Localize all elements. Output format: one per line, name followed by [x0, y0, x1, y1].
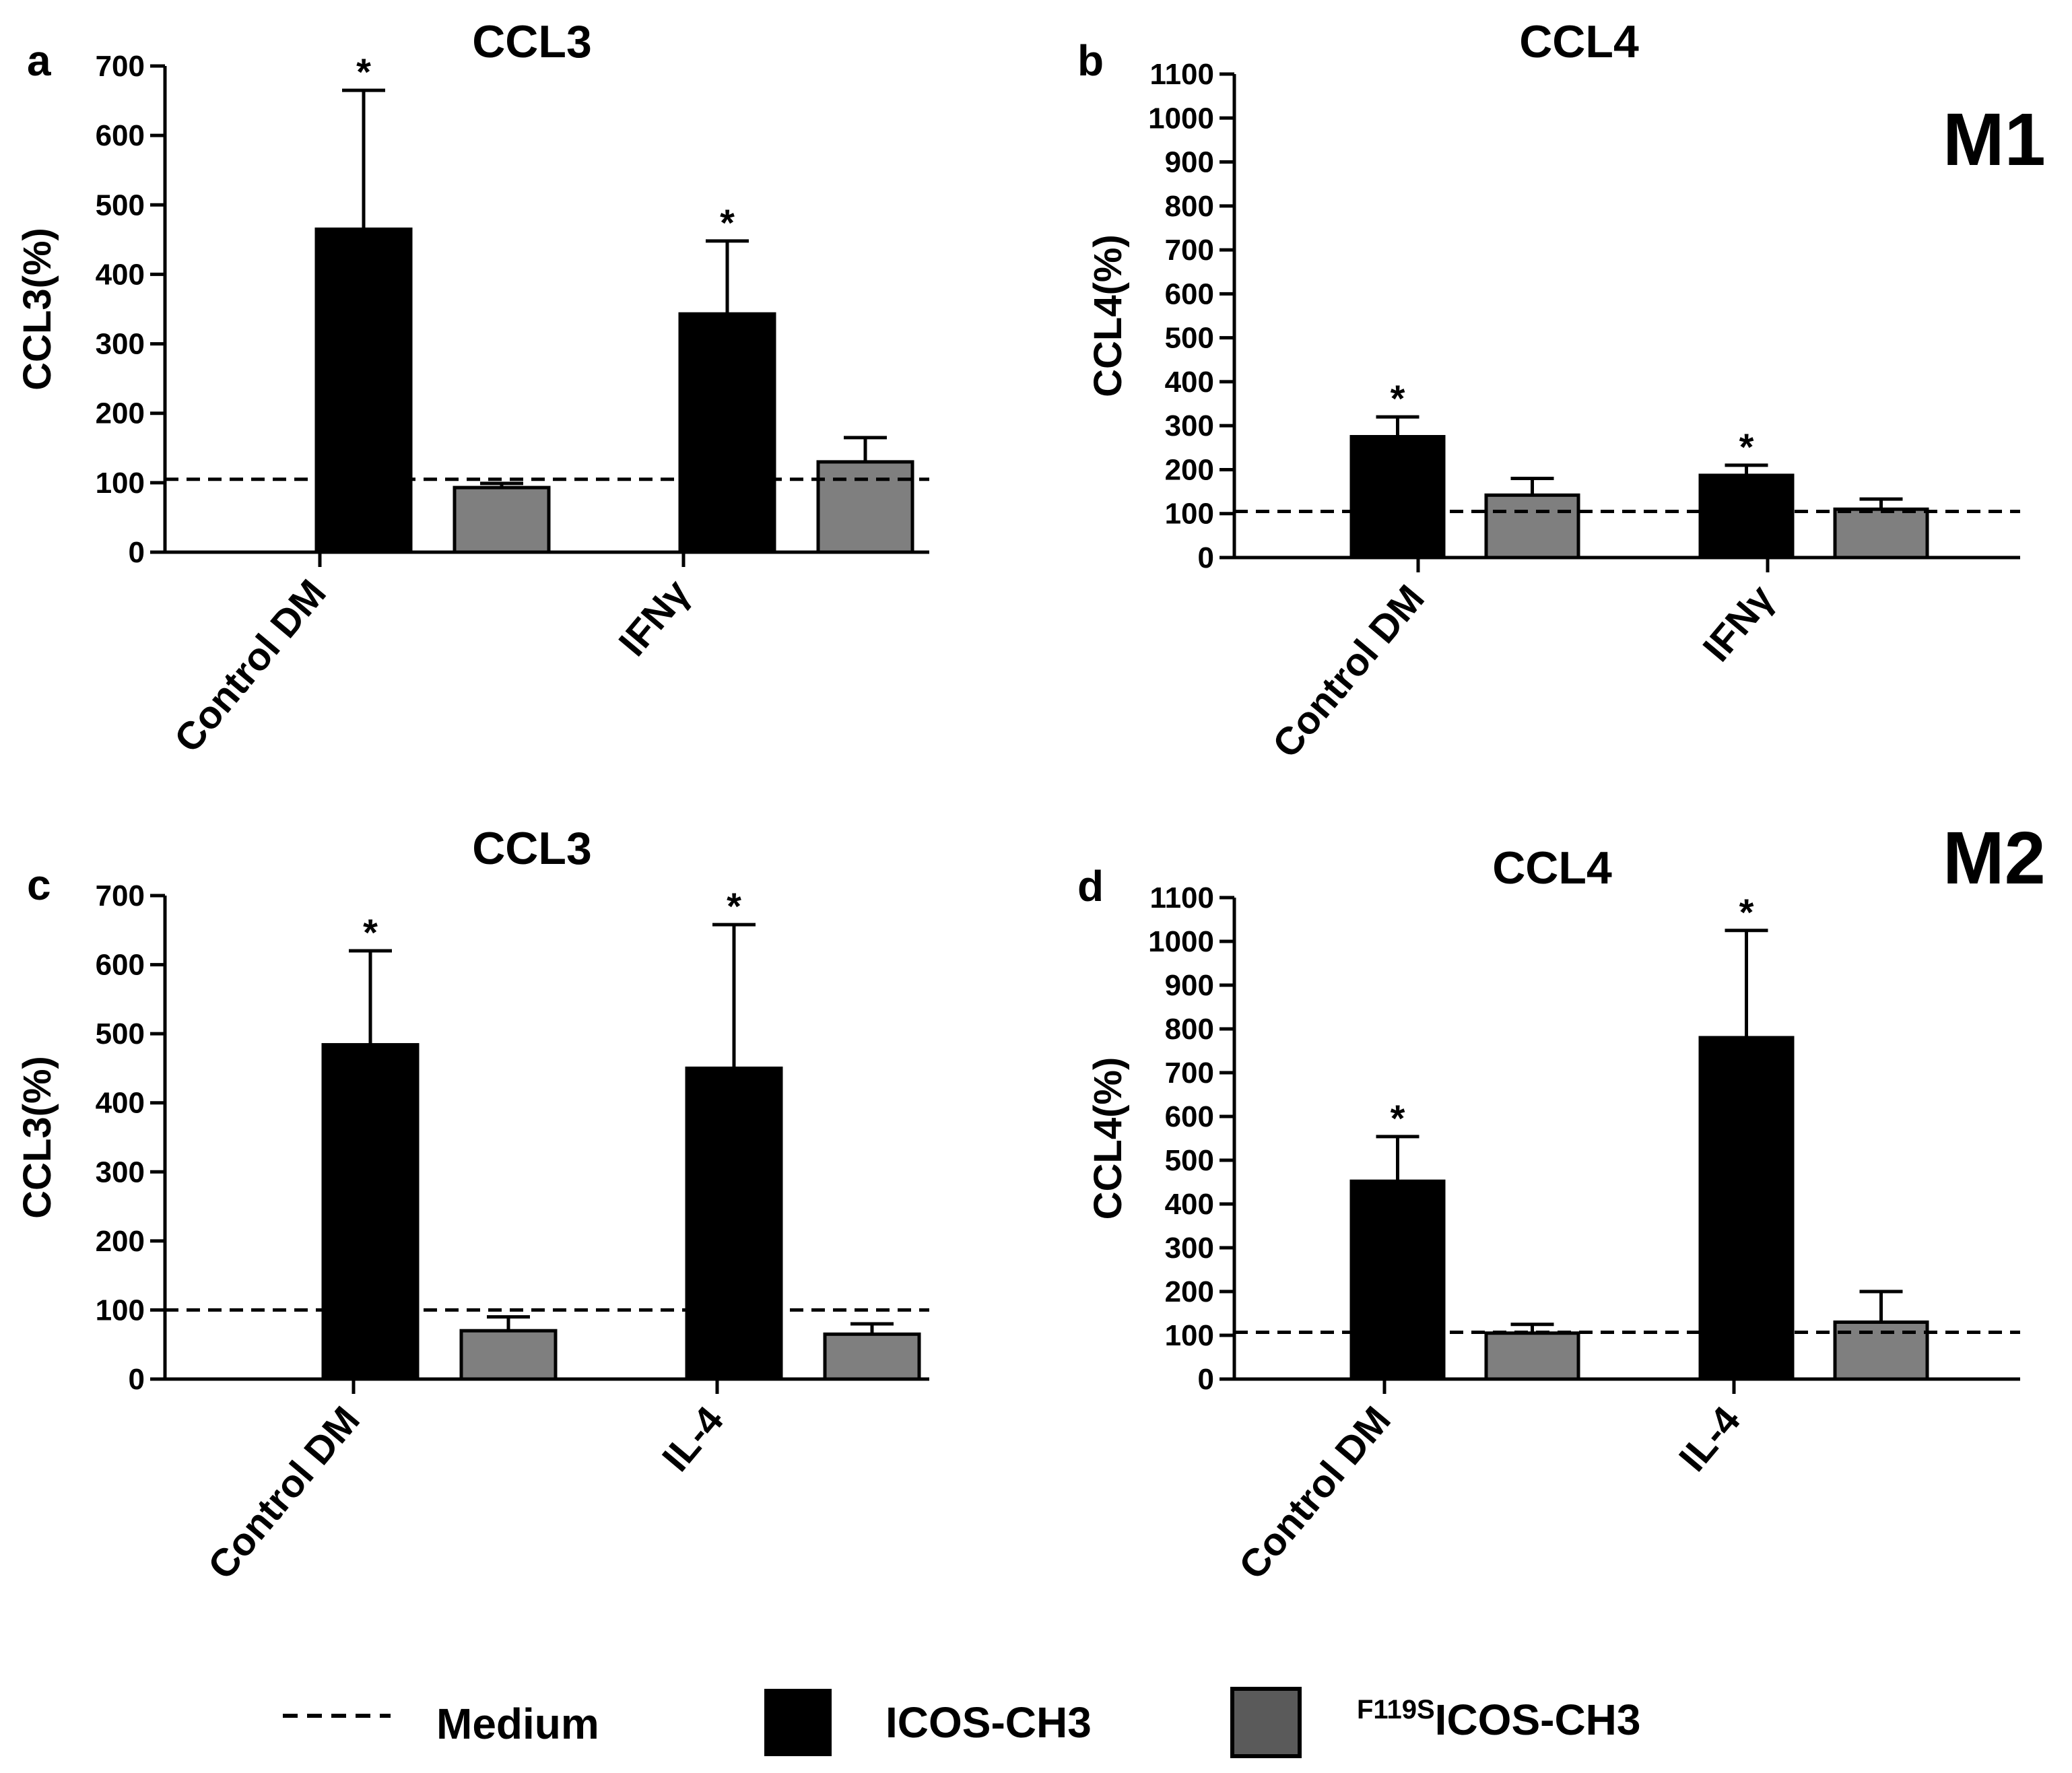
x-category-label: Control DM	[1264, 577, 1433, 766]
y-axis-label: CCL3(%)	[15, 228, 59, 391]
x-category-label: IFNγ	[610, 571, 698, 665]
legend-f119s-label: F119SICOS-CH3	[1357, 1695, 1640, 1744]
y-tick-label: 1100	[1150, 58, 1214, 91]
y-tick-label: 900	[1165, 146, 1214, 179]
y-tick-label: 0	[129, 1363, 145, 1396]
bar-f119s	[823, 1332, 921, 1381]
y-tick-label: 300	[96, 1156, 145, 1189]
legend-icos-swatch	[764, 1689, 832, 1756]
chart-title: CCL4	[1492, 842, 1612, 894]
x-category-label: Control DM	[166, 572, 335, 761]
x-category-label: Control DM	[199, 1399, 368, 1588]
y-tick-label: 200	[96, 397, 145, 430]
y-tick-label: 700	[1165, 234, 1214, 267]
y-tick-label: 600	[96, 949, 145, 982]
bar-icos	[685, 1066, 783, 1381]
legend-medium-label: Medium	[436, 1700, 599, 1748]
bar-f119s	[1484, 1331, 1580, 1381]
chart-panel-c: c CCL3 CCL3(%) 0 100 200 300 400 500 600 700 * Contr…	[15, 823, 929, 1588]
y-tick-label: 0	[129, 536, 145, 569]
y-tick-label: 500	[1165, 1144, 1214, 1177]
panel-letter: d	[1077, 862, 1104, 910]
panel-letter: b	[1077, 36, 1104, 85]
y-tick-label: 800	[1165, 1013, 1214, 1046]
significance-star: *	[720, 201, 735, 244]
y-tick-label: 700	[1165, 1057, 1214, 1090]
y-tick-label: 400	[96, 258, 145, 291]
chart-panel-b: b CCL4 CCL4(%) 0 100 200 300 400 500 600 700 800 900…	[1077, 16, 2020, 766]
significance-star: *	[1739, 426, 1754, 468]
y-axis-label: CCL4(%)	[1086, 234, 1130, 397]
y-tick-label: 0	[1198, 541, 1214, 574]
significance-star: *	[1391, 377, 1405, 420]
panel-letter: a	[27, 36, 51, 85]
x-category-label: IFNγ	[1694, 576, 1782, 670]
y-tick-label: 300	[1165, 409, 1214, 442]
bar-icos	[321, 1043, 420, 1381]
x-category-label: IL-4	[1671, 1399, 1749, 1480]
y-tick-label: 600	[1165, 1100, 1214, 1133]
bar-f119s	[1833, 507, 1929, 560]
y-tick-label: 1000	[1148, 102, 1214, 135]
x-category-label: Control DM	[1230, 1399, 1399, 1588]
y-tick-label: 100	[1165, 498, 1214, 531]
group-label-m1: M1	[1943, 98, 2046, 181]
y-tick-label: 300	[96, 328, 145, 361]
significance-star: *	[1739, 891, 1754, 933]
y-tick-label: 800	[1165, 190, 1214, 223]
y-axis-label: CCL3(%)	[15, 1056, 59, 1219]
bar-icos	[1349, 1179, 1446, 1381]
significance-star: *	[727, 885, 741, 927]
chart-panel-a: a CCL3 CCL3(%) 0 100 200 300 400 500 600 700 * Contr…	[15, 16, 929, 761]
panel-letter: c	[27, 861, 51, 909]
bar-icos	[1698, 1036, 1795, 1381]
y-tick-label: 600	[96, 119, 145, 152]
legend-f119s-main: ICOS-CH3	[1435, 1696, 1641, 1744]
y-tick-label: 300	[1165, 1232, 1214, 1265]
y-tick-label: 1100	[1150, 881, 1214, 914]
legend-f119s-swatch	[1230, 1687, 1302, 1758]
chart-panel-d: d CCL4 CCL4(%) 0 100 200 300 400 500 600 700 800 900…	[1077, 842, 2020, 1588]
bar-f119s	[1484, 493, 1580, 560]
bar-icos	[1698, 473, 1795, 560]
y-tick-label: 600	[1165, 277, 1214, 310]
y-axis-label: CCL4(%)	[1086, 1057, 1130, 1220]
significance-star: *	[363, 911, 378, 954]
bar-f119s	[459, 1329, 558, 1381]
y-tick-label: 500	[1165, 322, 1214, 355]
y-tick-label: 900	[1165, 969, 1214, 1002]
bar-f119s	[453, 486, 551, 554]
y-tick-label: 400	[96, 1087, 145, 1120]
bar-icos	[678, 312, 776, 554]
y-tick-label: 400	[1165, 366, 1214, 399]
bar-icos	[314, 227, 413, 554]
chart-title: CCL4	[1519, 16, 1639, 67]
significance-star: *	[356, 51, 371, 93]
y-tick-label: 500	[96, 189, 145, 222]
legend-f119s-superscript: F119S	[1357, 1695, 1435, 1725]
y-tick-label: 100	[1165, 1319, 1214, 1352]
y-tick-label: 1000	[1148, 925, 1214, 958]
y-tick-label: 200	[1165, 1275, 1214, 1308]
group-label-m2: M2	[1943, 817, 2046, 900]
y-tick-label: 0	[1198, 1363, 1214, 1396]
y-tick-label: 200	[1165, 453, 1214, 486]
y-tick-label: 700	[96, 879, 145, 912]
y-tick-label: 200	[96, 1225, 145, 1258]
chart-title: CCL3	[472, 823, 592, 874]
legend: Medium ICOS-CH3 F119SICOS-CH3	[283, 1687, 1640, 1758]
y-tick-label: 700	[96, 50, 145, 83]
chart-title: CCL3	[472, 16, 592, 67]
y-tick-label: 400	[1165, 1188, 1214, 1221]
y-tick-label: 100	[96, 1294, 145, 1327]
bar-f119s	[816, 460, 914, 554]
y-tick-label: 100	[96, 467, 145, 500]
significance-star: *	[1391, 1097, 1405, 1139]
legend-icos-label: ICOS-CH3	[885, 1698, 1092, 1747]
y-tick-label: 500	[96, 1017, 145, 1050]
bar-icos	[1349, 435, 1446, 560]
x-category-label: IL-4	[654, 1399, 732, 1480]
